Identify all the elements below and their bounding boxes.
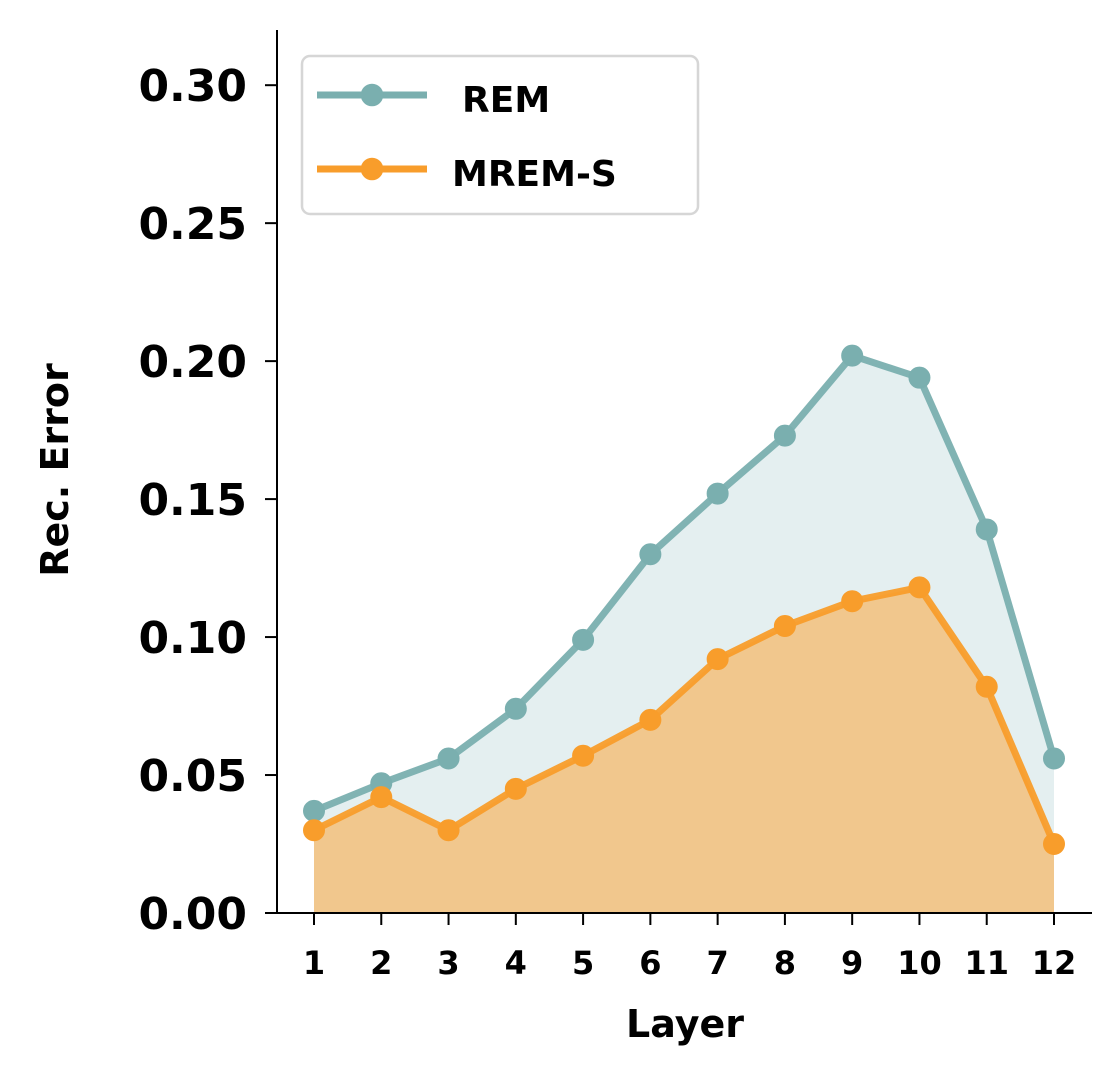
data-point-rem xyxy=(303,799,325,822)
data-point-mrem-s xyxy=(1043,833,1065,856)
y-tick-label: 0.00 xyxy=(138,889,247,940)
x-tick-label: 10 xyxy=(897,944,942,982)
y-tick-label: 0.30 xyxy=(138,61,247,112)
data-point-mrem-s xyxy=(572,744,595,767)
x-tick-label: 9 xyxy=(841,944,863,982)
data-point-rem xyxy=(841,344,864,367)
series-lines xyxy=(312,352,1058,846)
data-point-mrem-s xyxy=(841,590,864,613)
y-tick-label: 0.05 xyxy=(138,751,247,802)
legend-label-rem: REM xyxy=(462,80,550,121)
data-point-mrem-s xyxy=(303,819,325,842)
legend-label-mrem-s: MREM-S xyxy=(452,154,617,195)
x-tick-label: 8 xyxy=(774,944,796,982)
y-tick-label: 0.20 xyxy=(138,337,247,388)
x-tick-label: 12 xyxy=(1032,944,1077,982)
series-points xyxy=(303,344,1065,856)
x-tick-label: 4 xyxy=(505,944,527,982)
legend-marker-mrem-s xyxy=(360,157,384,181)
x-tick-label: 3 xyxy=(437,944,459,982)
legend-marker-rem xyxy=(360,83,384,107)
y-axis-title: Rec. Error xyxy=(33,363,77,577)
x-tick-label: 11 xyxy=(964,944,1009,982)
x-ticks: 1 2 3 4 5 6 7 8 9 10 11 12 xyxy=(303,913,1076,982)
data-point-rem xyxy=(572,628,595,651)
data-point-rem xyxy=(639,543,662,566)
y-tick-label: 0.10 xyxy=(138,613,247,664)
data-point-rem xyxy=(706,482,729,505)
data-point-mrem-s xyxy=(975,675,998,698)
x-tick-label: 1 xyxy=(303,944,325,982)
y-ticks: 0.00 0.05 0.10 0.15 0.20 0.25 0.30 xyxy=(138,61,277,940)
data-point-mrem-s xyxy=(437,819,460,842)
data-point-mrem-s xyxy=(504,777,527,800)
data-point-mrem-s xyxy=(706,648,729,671)
x-axis-title: Layer xyxy=(626,1002,744,1046)
area-fills xyxy=(314,355,1054,913)
area-fill-mrem-s xyxy=(314,587,1054,913)
data-point-rem xyxy=(437,747,460,770)
y-tick-label: 0.25 xyxy=(138,199,247,250)
data-point-mrem-s xyxy=(370,786,393,809)
data-point-rem xyxy=(773,424,796,447)
series-line-mrem-s xyxy=(312,583,1058,846)
data-point-rem xyxy=(908,366,931,389)
x-tick-label: 7 xyxy=(707,944,729,982)
x-tick-label: 2 xyxy=(370,944,392,982)
data-point-rem xyxy=(1043,747,1065,770)
y-tick-label: 0.15 xyxy=(138,475,247,526)
axes xyxy=(276,30,1092,914)
data-point-rem xyxy=(975,518,998,541)
data-point-mrem-s xyxy=(639,708,662,731)
legend: REM MREM-S xyxy=(300,54,700,216)
data-point-mrem-s xyxy=(908,576,931,599)
data-point-mrem-s xyxy=(773,615,796,638)
x-tick-label: 6 xyxy=(639,944,661,982)
x-tick-label: 5 xyxy=(572,944,594,982)
data-point-rem xyxy=(504,697,527,720)
series-line-rem xyxy=(312,352,1058,815)
